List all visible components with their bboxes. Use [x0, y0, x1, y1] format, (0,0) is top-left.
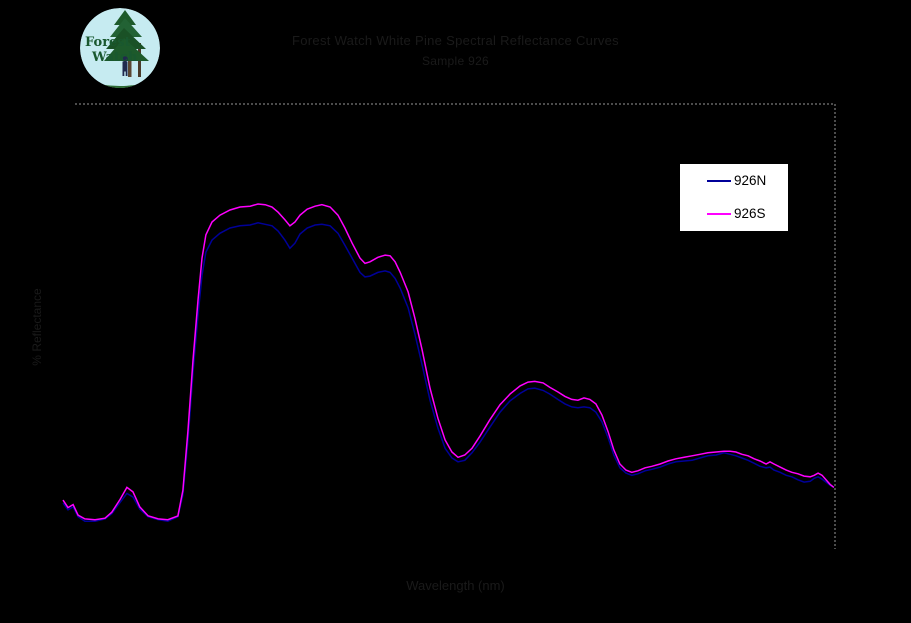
forest-watch-logo: Forest Watch	[80, 8, 160, 88]
legend-line-926S	[707, 213, 731, 215]
chart-title-line2: Sample 926	[421, 54, 490, 68]
legend-label-926S: 926S	[734, 206, 766, 221]
x-axis-label: Wavelength (nm)	[406, 578, 505, 593]
legend: 926N 926S	[679, 163, 789, 232]
legend-entry-926N: 926N	[680, 171, 788, 191]
person-icon	[122, 56, 128, 76]
series-line-926N	[62, 222, 835, 522]
series-line-926S	[62, 203, 835, 521]
logo-text-watch: Watch	[91, 50, 138, 65]
chart-title-line1: Forest Watch White Pine Spectral Reflect…	[292, 33, 619, 48]
series-lines	[62, 203, 835, 522]
legend-entry-926S: 926S	[680, 204, 788, 224]
logo-text-forest: Forest	[85, 35, 131, 50]
pine-tree-icon	[104, 10, 149, 77]
legend-line-926N	[707, 180, 731, 182]
legend-label-926N: 926N	[734, 173, 767, 188]
